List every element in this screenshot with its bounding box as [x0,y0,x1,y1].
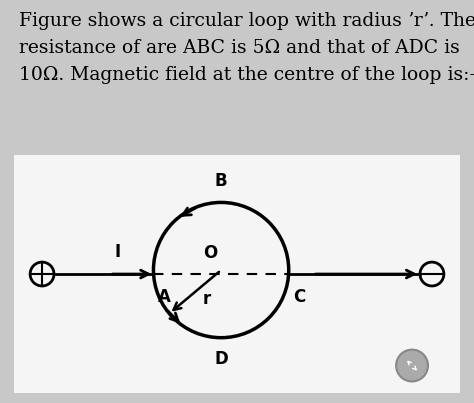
Text: O: O [203,244,217,262]
Text: B: B [215,172,228,191]
Text: r: r [202,290,210,308]
Text: A: A [157,288,170,305]
Text: C: C [292,288,305,305]
Circle shape [396,350,428,382]
Text: Figure shows a circular loop with radius ʼrʼ. The
resistance of are ABC is 5Ω an: Figure shows a circular loop with radius… [19,12,474,84]
Text: I: I [115,243,121,260]
Text: D: D [214,350,228,368]
FancyBboxPatch shape [9,149,465,399]
